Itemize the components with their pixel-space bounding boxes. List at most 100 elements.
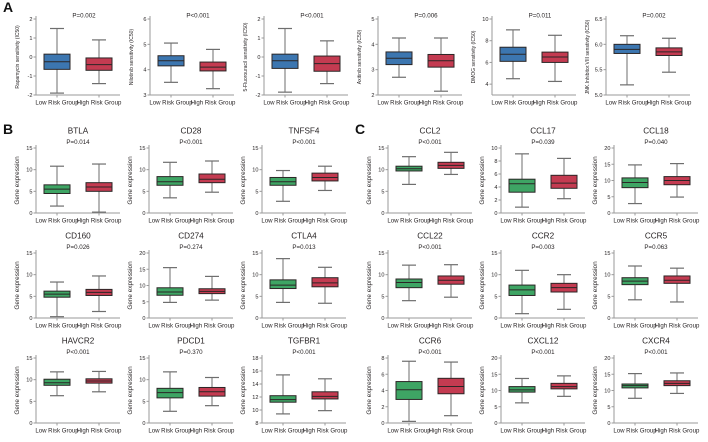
high-risk-box-group: High Risk Group	[542, 157, 587, 225]
y-tick-label: 0	[257, 55, 260, 61]
x-group-label: Low Risk Group	[35, 428, 79, 435]
low-risk-box-group: Low Risk Group	[148, 267, 192, 330]
low-risk-box	[156, 176, 184, 186]
high-risk-box-group: High Risk Group	[429, 151, 474, 225]
low-risk-box-group: Low Risk Group	[148, 371, 192, 435]
p-value: P<0.001	[418, 244, 442, 251]
high-risk-box-group: High Risk Group	[542, 375, 587, 435]
y-tick-label: 10	[252, 273, 258, 279]
y-tick-label: 4	[381, 389, 384, 395]
x-group-label: High Risk Group	[429, 428, 474, 435]
y-tick-label: 3	[371, 68, 374, 74]
y-tick-label: 2	[371, 93, 374, 99]
low-risk-box	[395, 381, 423, 400]
boxplot-BTLA: 0 5 10 15 BTLA P=0.014 Gene expression Low Risk…	[14, 127, 122, 225]
y-tick-label: 15	[604, 162, 610, 168]
plot-title: CXCL12	[528, 337, 559, 346]
x-group-label: High Risk Group	[655, 323, 700, 330]
boxplot-Nilotinib sensitivity (IC50): 3 4 5 6 P<0.001 Nilotinib sensitivity (IC50) L…	[129, 13, 236, 107]
high-risk-box-group: High Risk Group	[303, 378, 348, 435]
boxplot-PDCD1: 0 5 10 15 PDCD1 P=0.370 Gene expression Low Ris…	[127, 337, 235, 435]
plot-title: CCL17	[530, 127, 556, 136]
x-group-label: Low Risk Group	[387, 323, 431, 330]
y-tick-label: 15	[252, 146, 258, 152]
boxplot-CCL18: 0 5 10 15 20 CCL18 P=0.040 Gene expression Low R…	[592, 127, 700, 225]
low-risk-box-group: Low Risk Group	[387, 360, 431, 435]
p-value: P=0.039	[531, 139, 555, 146]
y-tick-label: 0	[381, 211, 384, 217]
x-group-label: High Risk Group	[542, 323, 587, 330]
y-tick-label: 0	[607, 211, 610, 217]
low-risk-box-group: Low Risk Group	[387, 264, 431, 330]
low-risk-box-group: Low Risk Group	[261, 169, 305, 225]
x-group-label: High Risk Group	[303, 323, 348, 330]
y-tick-label: 5	[29, 189, 32, 195]
high-risk-box-group: High Risk Group	[77, 39, 122, 107]
y-tick-label: 10	[252, 408, 258, 414]
y-tick-label: 15	[604, 251, 610, 257]
y-tick-label: 1	[29, 36, 32, 42]
y-tick-label: 6	[381, 372, 384, 378]
y-axis-label: Gene expression	[592, 366, 599, 415]
low-risk-box-group: Low Risk Group	[35, 281, 79, 330]
y-tick-label: 0	[494, 421, 497, 427]
y-tick-label: 12	[252, 395, 258, 401]
y-tick-label: 2	[29, 17, 32, 23]
y-tick-label: 5	[255, 294, 258, 300]
boxplot-CD160: 0 5 10 15 CD160 P=0.026 Gene expression Low Ris…	[14, 232, 122, 330]
plot-title: CD28	[181, 127, 202, 136]
plot-title: TNFSF4	[289, 127, 320, 136]
plot-title: HAVCR2	[62, 337, 95, 346]
low-risk-box-group: Low Risk Group	[35, 27, 79, 107]
y-axis-label: Gene expression	[240, 366, 247, 415]
x-group-label: Low Risk Group	[148, 323, 192, 330]
x-group-label: High Risk Group	[190, 323, 235, 330]
y-axis-label: Nilotinib sensitivity (IC50)	[129, 29, 135, 85]
y-tick-label: 15	[252, 251, 258, 257]
y-tick-label: -2	[256, 93, 261, 99]
y-axis-label: 5-Fluorouracil sensitivity (IC50)	[243, 22, 249, 91]
plot-title: CCR5	[645, 232, 668, 241]
y-tick-label: 6	[494, 172, 497, 178]
x-group-label: High Risk Group	[533, 100, 578, 107]
x-group-label: High Risk Group	[303, 218, 348, 225]
y-tick-label: 10	[139, 284, 145, 290]
y-tick-label: 10	[604, 273, 610, 279]
y-tick-label: 10	[604, 389, 610, 395]
boxplot-CD28: 0 5 10 15 CD28 P<0.001 Gene expression Low Risk…	[127, 127, 235, 225]
plot-title: CCR6	[419, 337, 442, 346]
y-axis-label: Gene expression	[127, 366, 134, 415]
x-group-label: Low Risk Group	[261, 218, 305, 225]
x-group-label: High Risk Group	[305, 100, 350, 107]
high-risk-box	[199, 61, 227, 72]
low-risk-box-group: Low Risk Group	[35, 165, 79, 225]
high-risk-box-group: High Risk Group	[533, 34, 578, 107]
y-axis-label: Gene expression	[479, 261, 486, 310]
y-tick-label: 10	[482, 17, 488, 23]
x-group-label: High Risk Group	[77, 218, 122, 225]
y-tick-label: 5.0	[595, 93, 603, 99]
p-value: P<0.001	[418, 139, 442, 146]
low-risk-box-group: Low Risk Group	[261, 258, 305, 330]
y-tick-label: 4	[371, 42, 374, 48]
p-value: P=0.040	[644, 139, 668, 146]
y-tick-label: -2	[28, 93, 33, 99]
x-group-label: Low Risk Group	[148, 218, 192, 225]
high-risk-box-group: High Risk Group	[190, 160, 235, 225]
y-tick-label: 5	[143, 42, 146, 48]
p-value: P<0.001	[66, 349, 90, 356]
y-tick-label: 18	[252, 356, 258, 362]
boxplot-Rapamycin sensitivity (IC50): -2 -1 0 1 2 P=0.002 Rapamycin sensitivity (IC5…	[15, 13, 122, 107]
boxplot-TGFBR1: 8 10 12 14 16 18 TGFBR1 P<0.001 Gene expression L…	[240, 337, 348, 435]
y-tick-label: 4	[494, 185, 497, 191]
y-tick-label: 10	[26, 273, 32, 279]
x-group-label: Low Risk Group	[500, 323, 544, 330]
low-risk-box	[613, 43, 641, 54]
x-group-label: Low Risk Group	[263, 100, 307, 107]
plot-title: BTLA	[68, 127, 89, 136]
low-risk-box-group: Low Risk Group	[35, 371, 79, 435]
boxplot-DMOG senstivity (IC50): 4 6 8 10 P=0.011 DMOG senstivity (IC50) Low Ri…	[471, 13, 578, 107]
y-tick-label: 20	[139, 251, 145, 257]
x-group-label: Low Risk Group	[491, 100, 535, 107]
y-axis-label: Gene expression	[366, 156, 373, 205]
